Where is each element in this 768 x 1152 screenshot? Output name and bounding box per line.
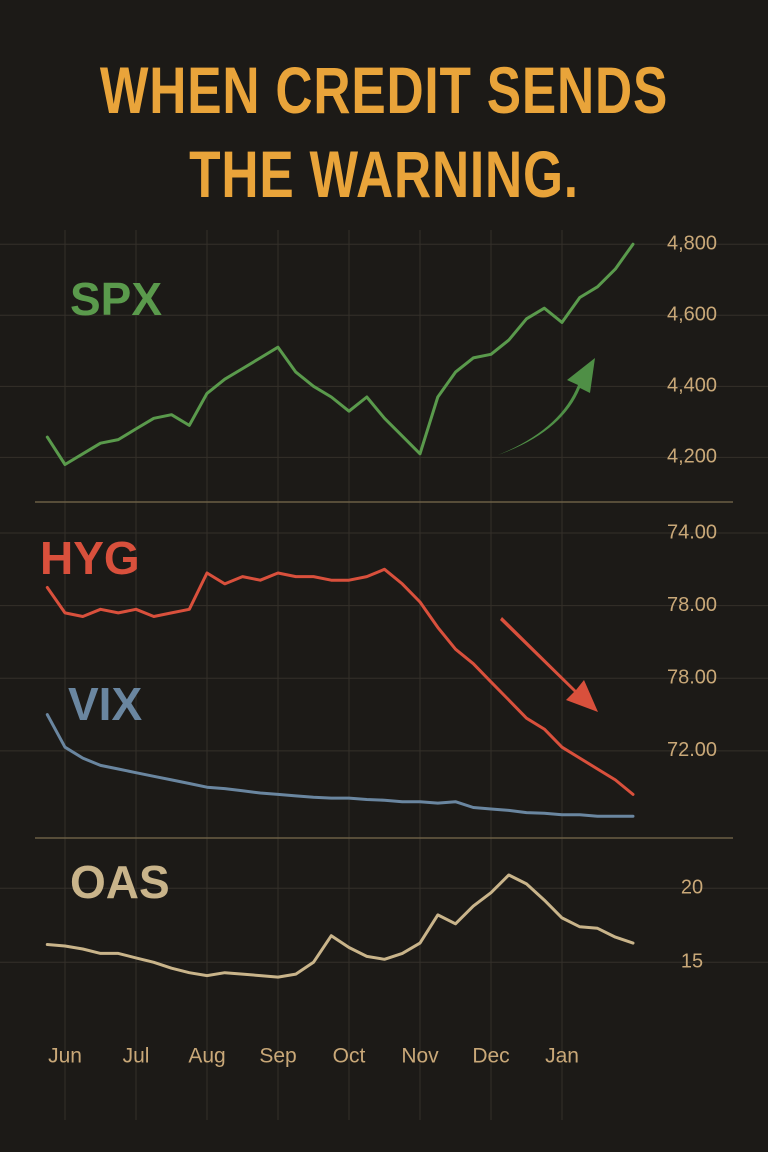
down-arrow — [500, 617, 598, 712]
series-line — [45, 567, 635, 796]
y-tick-label: 4,600 — [667, 304, 717, 326]
x-tick-label: Dec — [472, 1045, 509, 1068]
y-tick-label: 4,400 — [667, 375, 717, 397]
x-tick-label: Jun — [48, 1045, 82, 1068]
y-tick-label: 72.00 — [667, 739, 717, 761]
y-tick-label: 20 — [681, 877, 703, 899]
up-arrow — [498, 358, 595, 455]
x-tick-label: Nov — [401, 1045, 439, 1068]
x-tick-label: Oct — [333, 1045, 366, 1068]
chart-title: WHEN CREDIT SENDS THE WARNING. — [99, 53, 669, 211]
y-tick-label: 78.00 — [667, 667, 717, 689]
x-tick-label: Aug — [188, 1045, 225, 1068]
y-tick-label: 4,200 — [667, 446, 717, 468]
series-line — [45, 873, 635, 979]
series-label: VIX — [68, 678, 142, 730]
y-tick-label: 15 — [681, 951, 703, 973]
x-tick-label: Sep — [259, 1045, 296, 1068]
y-tick-label: 4,800 — [667, 232, 717, 254]
x-tick-label: Jan — [545, 1045, 579, 1068]
series-label: HYG — [40, 532, 140, 584]
y-tick-label: 74.00 — [667, 521, 717, 543]
series-label: SPX — [70, 273, 162, 325]
x-tick-label: Jul — [123, 1045, 150, 1068]
series-label: OAS — [70, 856, 170, 908]
series-line — [45, 713, 635, 818]
y-tick-label: 78.00 — [667, 594, 717, 616]
grid-layer — [0, 230, 768, 1120]
series-line — [45, 242, 635, 466]
marks-layer — [45, 242, 635, 979]
